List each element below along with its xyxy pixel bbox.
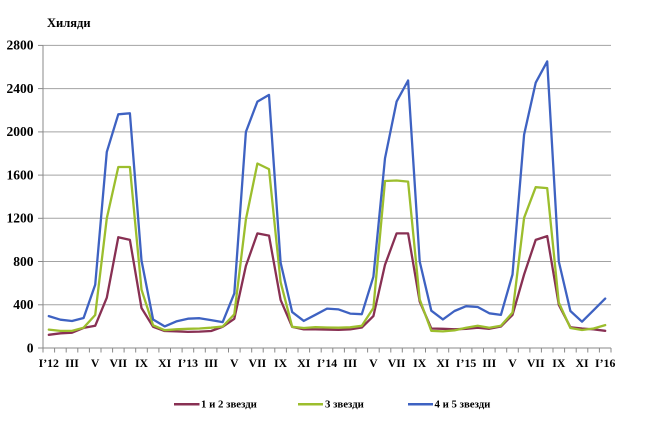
svg-text:VII: VII xyxy=(527,356,545,370)
svg-text:2800: 2800 xyxy=(7,38,34,53)
svg-text:XI: XI xyxy=(436,356,450,370)
svg-text:3 звезди: 3 звезди xyxy=(325,398,364,410)
svg-text:V: V xyxy=(369,356,378,370)
svg-text:IX: IX xyxy=(135,356,149,370)
svg-text:4 и 5 звезди: 4 и 5 звезди xyxy=(435,398,491,410)
svg-text:IX: IX xyxy=(274,356,288,370)
svg-text:XI: XI xyxy=(297,356,311,370)
svg-text:V: V xyxy=(91,356,100,370)
svg-text:VII: VII xyxy=(109,356,127,370)
svg-text:1 и 2 звезди: 1 и 2 звезди xyxy=(201,398,257,410)
svg-text:I’15: I’15 xyxy=(456,356,476,370)
svg-text:1600: 1600 xyxy=(7,167,34,182)
svg-text:I’12: I’12 xyxy=(39,356,59,370)
svg-text:2400: 2400 xyxy=(7,81,34,96)
svg-text:400: 400 xyxy=(13,297,34,312)
svg-text:V: V xyxy=(508,356,517,370)
svg-text:V: V xyxy=(230,356,239,370)
svg-text:Хиляди: Хиляди xyxy=(47,16,91,30)
svg-text:VII: VII xyxy=(388,356,406,370)
svg-text:I’13: I’13 xyxy=(178,356,198,370)
svg-text:I’14: I’14 xyxy=(317,356,337,370)
svg-text:III: III xyxy=(65,356,79,370)
svg-text:III: III xyxy=(343,356,357,370)
svg-text:IX: IX xyxy=(552,356,566,370)
svg-text:2000: 2000 xyxy=(7,124,34,139)
svg-text:III: III xyxy=(204,356,218,370)
svg-text:XI: XI xyxy=(158,356,172,370)
svg-text:VII: VII xyxy=(249,356,267,370)
svg-text:XI: XI xyxy=(575,356,589,370)
svg-text:III: III xyxy=(482,356,496,370)
svg-text:1200: 1200 xyxy=(7,211,34,226)
svg-text:IX: IX xyxy=(413,356,427,370)
svg-text:I’16: I’16 xyxy=(595,356,615,370)
svg-text:800: 800 xyxy=(13,254,34,269)
svg-text:0: 0 xyxy=(27,340,34,355)
